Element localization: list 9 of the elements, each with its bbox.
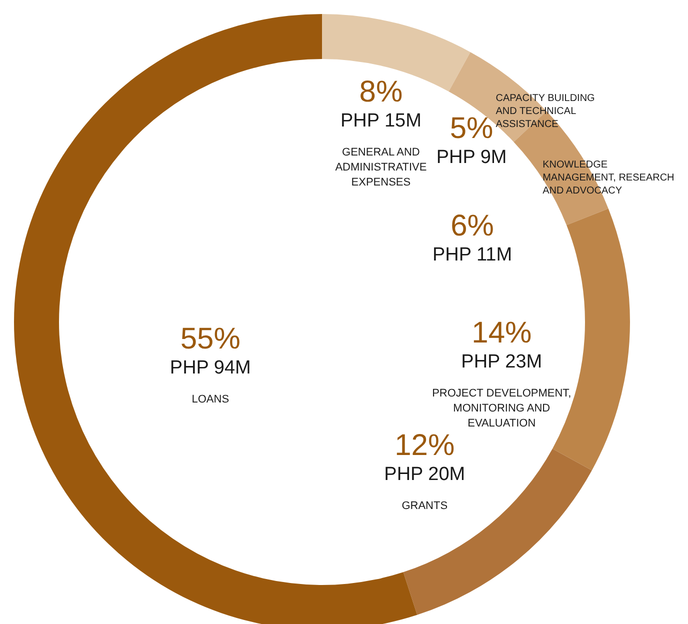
text: 8% PHP 15M xyxy=(340,75,422,132)
text: 55% PHP 94M xyxy=(170,322,251,379)
text: 6% PHP 11M xyxy=(432,210,512,266)
slice-label: GENERAL AND ADMINISTRATIVE EXPENSES xyxy=(335,146,427,188)
slice-label: PROJECT DEVELOPMENT, MONITORING AND EVALUATION xyxy=(432,387,572,430)
slice-label: LOANS xyxy=(192,394,230,406)
text: 14% PHP 23M xyxy=(461,316,542,372)
text: 12% PHP 20M xyxy=(384,429,466,486)
slice-label: GRANTS xyxy=(402,500,448,512)
